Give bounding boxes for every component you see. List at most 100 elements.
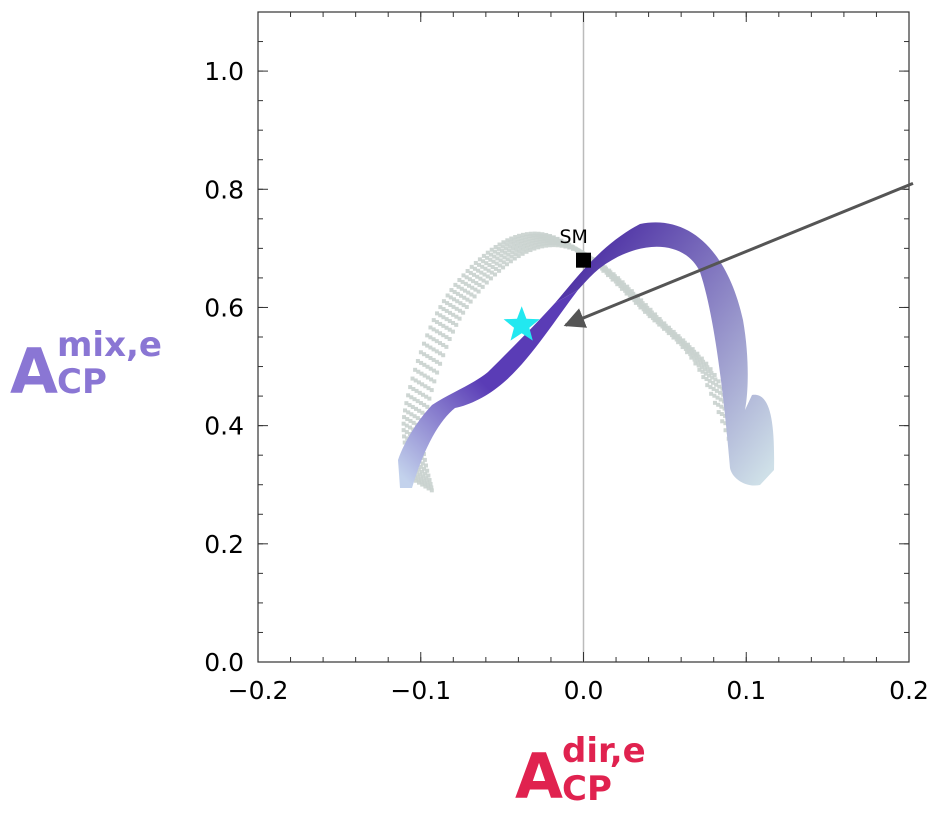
x-tick-label: 0.2 xyxy=(889,676,929,705)
grey-band-dot xyxy=(454,322,459,327)
grey-band-dot xyxy=(539,235,544,240)
grey-band-dot xyxy=(563,244,568,249)
grey-band-dot xyxy=(425,343,430,348)
grey-band-dot xyxy=(413,478,418,483)
grey-band-dot xyxy=(709,391,714,396)
grey-band-dot xyxy=(404,430,409,435)
grey-band-dot xyxy=(418,464,423,469)
grey-band-dot xyxy=(421,474,426,479)
grey-band-dot xyxy=(462,288,467,293)
grey-band-dot xyxy=(444,325,449,330)
grey-band-dot xyxy=(477,282,482,287)
grey-band-dot xyxy=(516,254,521,259)
grey-band-dot xyxy=(480,284,485,289)
grey-band-dot xyxy=(473,287,478,292)
grey-band-dot xyxy=(428,335,433,340)
grey-band-dot xyxy=(448,303,453,308)
grey-band-dot xyxy=(723,428,728,433)
grey-band-dot xyxy=(544,243,549,248)
grey-band-dot xyxy=(444,344,449,349)
grey-band-dot xyxy=(417,472,422,477)
x-tick-label: −0.1 xyxy=(390,676,451,705)
grey-band-dot xyxy=(410,404,415,409)
grey-band-dot xyxy=(467,283,472,288)
grey-band-dot xyxy=(703,367,708,372)
grey-band-dot xyxy=(416,369,421,374)
grey-band-dot xyxy=(704,376,709,381)
grey-band-dot xyxy=(435,370,440,375)
grey-band-dot xyxy=(421,466,426,471)
grey-band-dot xyxy=(514,247,519,252)
grey-band-dot xyxy=(457,316,462,321)
grey-band-dot xyxy=(416,477,421,482)
grey-band-dot xyxy=(472,266,477,271)
y-tick-label: 0.6 xyxy=(204,293,244,322)
grey-band-dot xyxy=(695,351,700,356)
grey-band-dot xyxy=(662,321,667,326)
x-axis-title-base: A xyxy=(515,740,563,813)
grey-band-dot xyxy=(525,242,530,247)
y-axis-title-sup: mix,e xyxy=(57,325,162,365)
grey-band-dot xyxy=(512,238,517,243)
grey-band-dot xyxy=(422,352,427,357)
grey-band-dot xyxy=(707,378,712,383)
grey-band-dot xyxy=(555,243,560,248)
grey-band-dot xyxy=(432,379,437,384)
grey-band-dot xyxy=(405,417,410,422)
grey-band-dot xyxy=(426,386,431,391)
grey-band-dot xyxy=(511,242,516,247)
y-tick-labels: 0.0 0.2 0.4 0.6 0.8 1.0 xyxy=(204,57,244,677)
grey-band-dot xyxy=(531,235,536,240)
grey-band-dot xyxy=(494,261,499,266)
grey-band-dot xyxy=(450,329,455,334)
grey-band-dot xyxy=(524,232,529,237)
grey-band-dot xyxy=(425,404,430,409)
grey-band-dot xyxy=(497,242,502,247)
grey-band-dot xyxy=(696,363,701,368)
grey-band-dot xyxy=(631,291,636,296)
grey-band-dot xyxy=(525,246,530,251)
grey-band-dot xyxy=(663,323,668,328)
grey-band-dot xyxy=(715,395,720,400)
grey-band-dot xyxy=(465,268,470,273)
grey-band-dot xyxy=(635,296,640,301)
grey-band-dot xyxy=(657,316,662,321)
grey-band-dot xyxy=(524,249,529,254)
grey-band-dot xyxy=(453,282,458,287)
grey-band-dot xyxy=(708,367,713,372)
grey-band-dot xyxy=(431,347,436,352)
grey-band-dot xyxy=(425,468,430,473)
grey-band-dot xyxy=(501,240,506,245)
grey-band-dot xyxy=(493,272,498,277)
grey-band-dot xyxy=(489,252,494,257)
grey-band-dot xyxy=(441,307,446,312)
grey-band-dot xyxy=(567,245,572,250)
grey-band-dot xyxy=(705,365,710,370)
grey-band-dot xyxy=(447,310,452,315)
grey-band-dot xyxy=(457,278,462,283)
y-tick-label: 1.0 xyxy=(204,57,244,86)
grey-band-dot xyxy=(423,471,428,476)
grey-band-dot xyxy=(640,301,645,306)
grey-band-dot xyxy=(422,478,427,483)
grey-band-dot xyxy=(409,395,414,400)
grey-band-dot xyxy=(685,342,690,347)
grey-band-dot xyxy=(530,238,535,243)
grey-band-dot xyxy=(451,312,456,317)
grey-band-dot xyxy=(401,428,406,433)
grey-band-dot xyxy=(690,347,695,352)
grey-band-dot xyxy=(622,282,627,287)
y-axis-title: A mix,e CP xyxy=(10,325,162,408)
grey-band-dot xyxy=(654,315,659,320)
grey-band-dot xyxy=(522,240,527,245)
grey-band-dot xyxy=(462,295,467,300)
grey-band-dot xyxy=(476,289,481,294)
grey-band-dot xyxy=(431,318,436,323)
grey-band-dot xyxy=(535,233,540,238)
grey-band-dot xyxy=(455,291,460,296)
grey-band-dot xyxy=(464,275,469,280)
grey-band-dot xyxy=(431,357,436,362)
grey-band-dot xyxy=(464,304,469,309)
grey-band-dot xyxy=(428,325,433,330)
grey-band-dot xyxy=(723,421,728,426)
